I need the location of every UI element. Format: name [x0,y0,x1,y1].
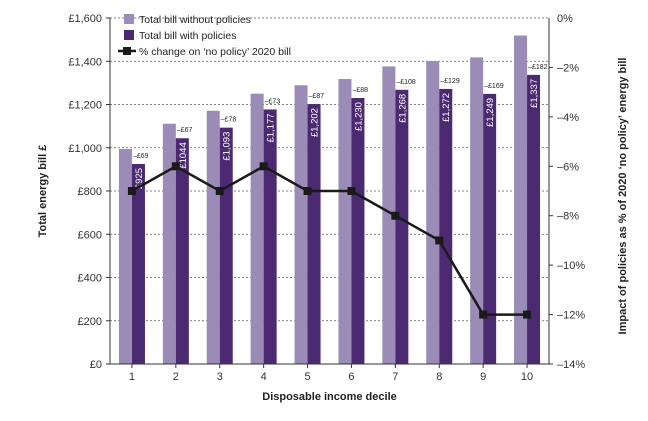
change-annotation: –£182 [528,64,548,71]
bar-value-label: £1,202 [310,108,321,137]
bar-without-policies [470,57,484,365]
bar-value-label: £1,337 [529,79,540,108]
y2-tick-label: –8% [557,211,579,223]
y2-tick-label: –14% [557,359,585,371]
bar-with-policies [307,104,321,364]
x-tick-label: 7 [392,371,398,383]
percent-change-marker [215,187,224,195]
change-annotation: –£169 [484,83,504,90]
percent-change-marker [127,187,136,195]
bar-without-policies [162,123,176,364]
change-annotation: –£78 [221,117,237,124]
x-tick-label: 5 [304,371,310,383]
percent-change-marker [435,236,444,245]
legend-swatch-without-policies [124,14,134,24]
percent-change-marker [259,162,268,171]
bar-without-policies [382,66,396,364]
change-annotation: –£73 [265,98,281,105]
percent-change-marker [303,187,312,195]
percent-change-marker [171,162,180,171]
x-tick-label: 1 [129,371,135,383]
bar-without-policies [338,78,352,365]
y-tick-label: £200 [78,316,102,328]
bar-without-policies [426,61,440,364]
y2-tick-label: –6% [557,161,579,173]
change-annotation: –£67 [177,127,193,134]
bar-with-policies [263,109,277,364]
change-annotation: –£87 [309,93,325,100]
legend-label-without-policies: Total bill without policies [139,14,251,26]
bar-value-label: £1,177 [266,113,277,142]
y-tick-label: £1,400 [68,56,102,68]
change-annotation: –£69 [133,153,149,160]
y2-tick-label: –12% [557,310,585,322]
y-tick-label: £600 [78,229,102,241]
legend-marker-percent-change [123,47,131,55]
change-annotation: –£129 [440,78,460,85]
y-tick-label: £1,600 [68,13,102,25]
y-tick-label: £1,200 [68,100,102,112]
bar-value-label: £1,272 [441,93,452,122]
bar-with-policies [219,127,233,364]
y-tick-label: £1,000 [68,143,102,155]
bar-without-policies [250,93,264,364]
x-axis-title: Disposable income decile [262,391,397,403]
percent-change-marker [347,187,356,195]
bar-value-label: £1,268 [397,94,408,123]
bar-without-policies [118,149,132,364]
percent-change-marker [479,310,488,319]
bar-value-label: £1,230 [353,102,364,131]
x-tick-label: 10 [521,371,533,383]
bar-without-policies [206,110,220,365]
y-tick-label: £0 [90,359,102,371]
y-tick-label: £400 [78,273,102,285]
y2-tick-label: –2% [557,62,579,74]
y-axis-title: Total energy bill £ [37,145,49,238]
percent-change-line [131,164,528,316]
y2-axis-title: Impact of policies as % of 2020 ‘no poli… [617,58,629,335]
legend-label-with-policies: Total bill with policies [139,30,236,42]
y2-tick-label: –10% [557,260,585,272]
x-tick-label: 4 [261,371,267,383]
bar-value-label: £925 [134,168,145,189]
y2-tick-label: 0% [557,13,573,25]
y-tick-label: £800 [78,186,102,198]
legend-label-percent-change: % change on ‘no policy’ 2020 bill [139,46,291,58]
bar-with-policies [175,138,189,364]
bar-value-label: £1,093 [222,132,233,161]
x-tick-label: 3 [217,371,223,383]
bar-without-policies [294,85,308,364]
change-annotation: –£88 [352,87,368,94]
x-tick-label: 8 [436,371,442,383]
x-tick-label: 9 [480,371,486,383]
bar-with-policies [351,98,365,364]
bar-with-policies [483,93,497,364]
percent-change-marker [523,310,532,319]
bar-with-policies [131,163,145,364]
x-tick-label: 2 [173,371,179,383]
bar-with-policies [395,89,409,365]
bar-without-policies [514,35,528,365]
percent-change-marker [391,211,400,220]
bar-with-policies [439,88,453,365]
bar-value-label: £1044 [178,142,189,168]
bar-value-label: £1,249 [485,98,496,127]
bar-with-policies [527,74,541,364]
change-annotation: –£108 [396,79,416,86]
legend-swatch-with-policies [124,30,134,40]
y2-tick-label: –4% [557,112,579,124]
x-tick-label: 6 [348,371,354,383]
